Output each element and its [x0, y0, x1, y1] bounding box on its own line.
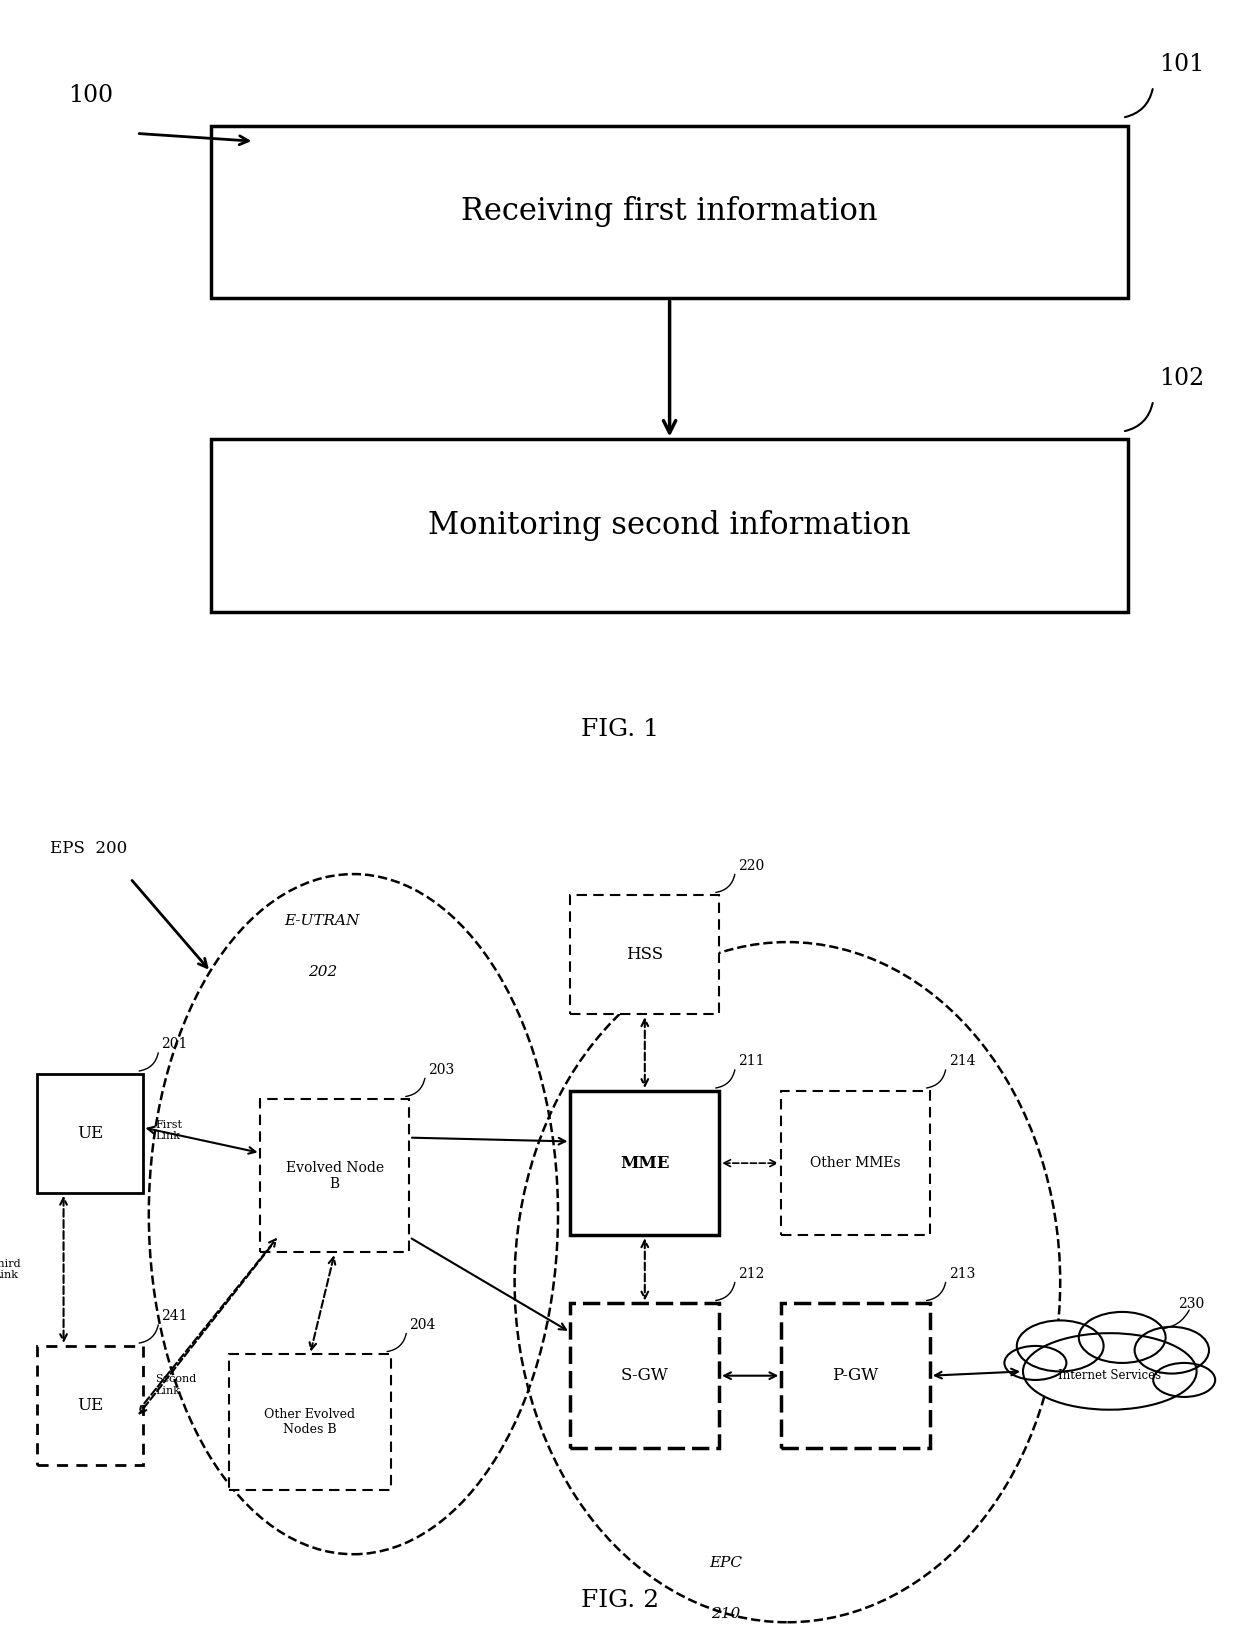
Text: Second
Link: Second Link	[155, 1373, 196, 1396]
Text: S-GW: S-GW	[621, 1367, 668, 1385]
Text: 101: 101	[1159, 52, 1204, 75]
Bar	[570, 896, 719, 1014]
Text: First
Link: First Link	[155, 1120, 182, 1141]
Text: Monitoring second information: Monitoring second information	[428, 510, 911, 541]
Text: 100: 100	[68, 83, 113, 106]
Text: EPS  200: EPS 200	[50, 840, 126, 857]
Text: 202: 202	[308, 965, 337, 979]
Bar	[570, 1303, 719, 1449]
Text: Third
Link: Third Link	[0, 1259, 21, 1280]
Text: Internet Services: Internet Services	[1058, 1368, 1162, 1382]
Text: 102: 102	[1159, 366, 1204, 389]
Bar	[229, 1354, 391, 1491]
Bar	[211, 440, 1128, 611]
Text: Receiving first information: Receiving first information	[461, 196, 878, 227]
Bar	[37, 1346, 143, 1465]
Text: 204: 204	[409, 1318, 435, 1333]
Text: 210: 210	[711, 1607, 740, 1620]
Text: UE: UE	[77, 1396, 103, 1414]
Text: Other MMEs: Other MMEs	[810, 1156, 901, 1171]
Text: E-UTRAN: E-UTRAN	[285, 914, 360, 929]
Text: 212: 212	[738, 1267, 764, 1280]
Text: HSS: HSS	[626, 947, 663, 963]
Bar	[781, 1303, 930, 1449]
Ellipse shape	[1023, 1333, 1197, 1409]
Text: 203: 203	[428, 1063, 454, 1077]
Ellipse shape	[1004, 1346, 1066, 1380]
Ellipse shape	[1135, 1328, 1209, 1373]
Text: 214: 214	[949, 1055, 975, 1068]
Ellipse shape	[1153, 1364, 1215, 1396]
Bar	[570, 1091, 719, 1236]
Bar	[211, 126, 1128, 298]
Text: Other Evolved
Nodes B: Other Evolved Nodes B	[264, 1408, 356, 1437]
Text: UE: UE	[77, 1125, 103, 1141]
Bar	[260, 1099, 409, 1252]
Text: Evolved Node
B: Evolved Node B	[285, 1161, 384, 1190]
Text: FIG. 1: FIG. 1	[582, 718, 658, 741]
Text: 241: 241	[161, 1310, 187, 1323]
Text: MME: MME	[620, 1154, 670, 1172]
Ellipse shape	[1079, 1311, 1166, 1364]
Text: 211: 211	[738, 1055, 764, 1068]
Text: 220: 220	[738, 858, 764, 873]
Text: 230: 230	[1178, 1297, 1204, 1311]
Bar	[37, 1074, 143, 1194]
Text: FIG. 2: FIG. 2	[580, 1589, 660, 1612]
Text: 201: 201	[161, 1037, 187, 1051]
Ellipse shape	[1017, 1321, 1104, 1372]
Text: P-GW: P-GW	[832, 1367, 879, 1385]
Text: EPC: EPC	[709, 1557, 742, 1570]
Bar	[781, 1091, 930, 1236]
Text: 213: 213	[949, 1267, 975, 1280]
